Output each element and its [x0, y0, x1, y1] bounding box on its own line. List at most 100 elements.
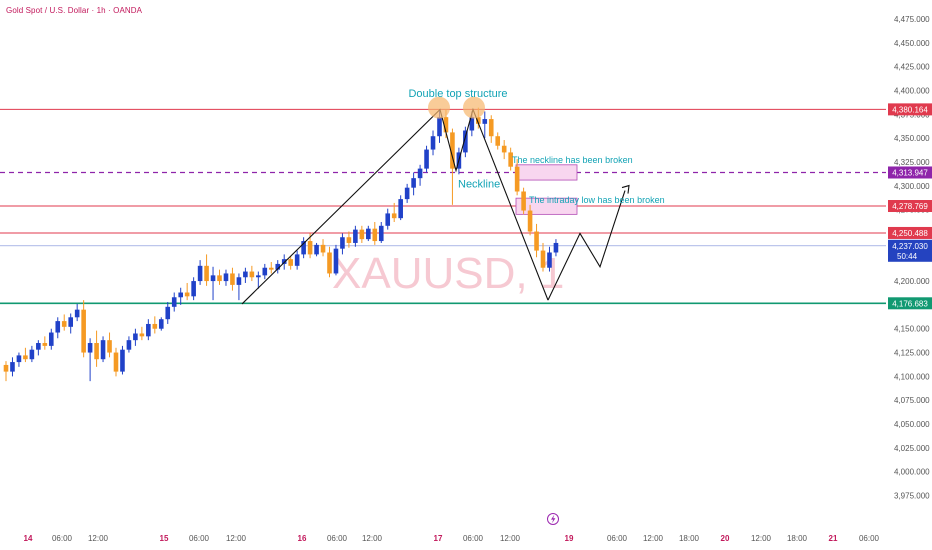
- candle: [501, 140, 507, 160]
- x-tick-label: 12:00: [643, 534, 664, 543]
- horizontal-levels: [0, 108, 886, 305]
- candle: [275, 260, 281, 274]
- candle: [184, 282, 190, 301]
- price-tag-neckline: 4,313.947: [888, 166, 932, 179]
- candle: [48, 328, 54, 350]
- candle: [482, 111, 488, 139]
- price-tag-support: 4,176.683: [888, 297, 932, 310]
- neckline-zone: [515, 164, 578, 181]
- symbol-title: Gold Spot / U.S. Dollar · 1h · OANDA: [6, 6, 143, 15]
- y-tick-label: 4,050.000: [894, 420, 930, 429]
- y-tick-label: 4,400.000: [894, 86, 930, 95]
- x-tick-label: 21: [829, 534, 838, 543]
- candles: [3, 107, 559, 382]
- candle: [36, 340, 41, 356]
- candle: [100, 336, 106, 363]
- double-top-path: [241, 107, 549, 305]
- svg-text:4,313.947: 4,313.947: [892, 168, 928, 177]
- candle: [126, 336, 132, 353]
- x-tick-label: 06:00: [859, 534, 880, 543]
- candle: [366, 225, 371, 242]
- candle: [191, 277, 196, 301]
- x-tick-label: 06:00: [327, 534, 348, 543]
- candle: [417, 164, 423, 186]
- candle: [61, 314, 67, 331]
- candle: [165, 302, 171, 324]
- x-tick-label: 06:00: [52, 534, 73, 543]
- candle: [488, 115, 494, 143]
- y-tick-label: 4,475.000: [894, 15, 930, 24]
- candle: [333, 244, 339, 276]
- candle: [210, 266, 216, 301]
- candle: [23, 347, 28, 363]
- y-tick-label: 4,150.000: [894, 325, 930, 334]
- candle: [74, 303, 80, 322]
- candle: [113, 347, 119, 377]
- x-tick-label: 14: [24, 534, 33, 543]
- svg-text:50:44: 50:44: [897, 252, 918, 261]
- candle: [540, 242, 546, 272]
- candle: [527, 204, 533, 236]
- candle: [327, 246, 332, 278]
- candle: [495, 132, 501, 150]
- candle: [346, 231, 352, 248]
- candle: [534, 223, 539, 258]
- candle: [301, 237, 306, 259]
- candle: [463, 126, 468, 158]
- candle: [223, 269, 229, 286]
- candle: [450, 128, 455, 205]
- candle: [340, 233, 345, 255]
- x-tick-label: 20: [721, 534, 730, 543]
- candle: [378, 221, 384, 243]
- x-tick-label: 12:00: [362, 534, 383, 543]
- neckline-zones: [515, 164, 578, 215]
- candle: [359, 225, 365, 243]
- annotation-neckline-broken: The neckline has been broken: [512, 155, 633, 165]
- annotation-double-top: Double top structure: [408, 88, 507, 100]
- x-tick-label: 12:00: [226, 534, 247, 543]
- price-axis: 4,475.0004,450.0004,425.0004,400.0004,37…: [888, 15, 932, 501]
- candle: [204, 254, 209, 286]
- annotation-neckline: Neckline: [458, 179, 500, 191]
- y-tick-label: 3,975.000: [894, 492, 930, 501]
- candle: [87, 338, 93, 382]
- watermark: XAUUSD, 1: [332, 249, 564, 298]
- candle: [553, 239, 559, 257]
- candle: [197, 260, 203, 285]
- price-tag-resistance: 4,380.164: [888, 103, 932, 116]
- top-marker-1: [428, 96, 450, 119]
- y-tick-label: 4,075.000: [894, 396, 930, 405]
- candle: [133, 328, 138, 346]
- x-tick-label: 17: [434, 534, 443, 543]
- candle: [146, 319, 151, 341]
- candle: [158, 317, 164, 331]
- candle: [320, 239, 326, 257]
- y-tick-label: 4,300.000: [894, 182, 930, 191]
- candle: [514, 159, 520, 196]
- projection-path: [547, 190, 626, 301]
- candle: [314, 242, 319, 257]
- y-tick-label: 4,350.000: [894, 134, 930, 143]
- x-tick-label: 18:00: [787, 534, 808, 543]
- price-tag-level-4250: 4,250.488: [888, 226, 932, 239]
- candle: [249, 265, 255, 282]
- y-tick-label: 4,450.000: [894, 39, 930, 48]
- candle: [152, 316, 158, 334]
- svg-text:4,176.683: 4,176.683: [892, 299, 928, 308]
- candle: [294, 250, 300, 270]
- candle: [256, 271, 261, 289]
- y-tick-label: 4,100.000: [894, 372, 930, 381]
- candle: [94, 330, 99, 367]
- candle: [42, 336, 48, 350]
- annotation-intraday-low-broken: The intraday low has been broken: [529, 195, 665, 205]
- candle: [236, 273, 242, 301]
- svg-text:4,278.769: 4,278.769: [892, 202, 928, 211]
- projection-arrow-head: [621, 184, 630, 194]
- candle: [171, 292, 177, 312]
- x-tick-label: 12:00: [751, 534, 772, 543]
- flash-icon[interactable]: [547, 513, 559, 525]
- trend-drawings: [241, 107, 630, 305]
- candle: [230, 267, 235, 291]
